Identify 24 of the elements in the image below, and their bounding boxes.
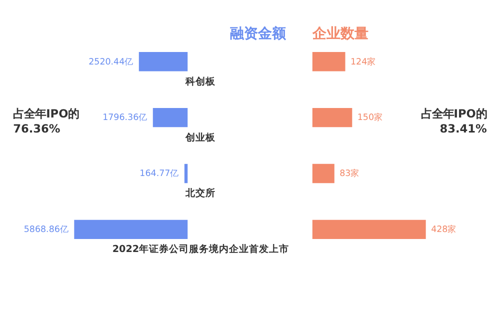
data-label: 164.77亿 [140,168,180,180]
data-label: 5868.86亿 [24,224,69,236]
annotation: 占全年IPO的 83.41% [420,106,487,136]
bar [312,108,352,128]
text: 融资金额 [230,25,288,42]
y-tick-label: 科创板 [184,75,217,88]
data-label: 2520.44亿 [88,56,134,68]
bar [74,220,188,240]
bar [312,220,426,240]
data-label: 150家 [357,112,384,124]
bar [152,108,188,128]
bar [184,164,188,184]
chart-title: 企业数量 [311,26,368,42]
data-label: 124家 [350,56,376,68]
bar [138,52,188,72]
data-label: 1796.36亿 [102,112,148,124]
y-tick-label: 2022年证券公司服务境内企业首发上市 [112,243,290,256]
bar [312,52,346,72]
y-tick-label: 北交所 [184,187,216,200]
data-label: 83家 [340,168,360,180]
y-tick-label: 创业板 [184,131,217,144]
data-label: 428家 [431,224,457,236]
annotation: 占全年IPO的 76.36% [13,106,80,136]
bar [312,164,334,184]
